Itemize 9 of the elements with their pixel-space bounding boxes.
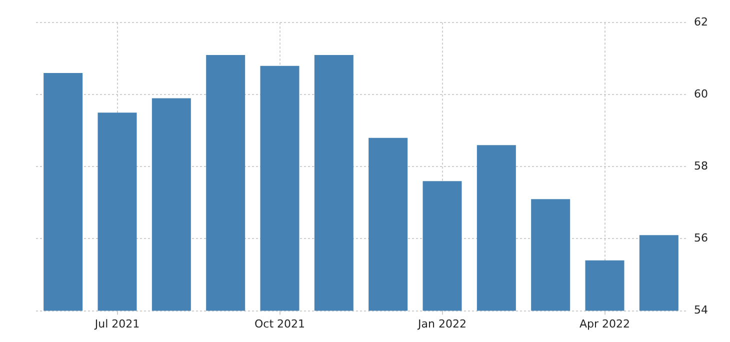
x-tick-label: Oct 2021 [254,317,306,330]
x-tick-label: Apr 2022 [579,317,630,330]
y-tick-label: 56 [694,232,708,245]
x-tick-label: Jul 2021 [94,317,140,330]
y-tick-label: 62 [694,15,708,28]
y-tick-label: 60 [694,88,708,101]
y-tick-label: 58 [694,160,708,173]
x-tick-label: Jan 2022 [417,317,466,330]
y-tick-label: 54 [694,304,708,317]
